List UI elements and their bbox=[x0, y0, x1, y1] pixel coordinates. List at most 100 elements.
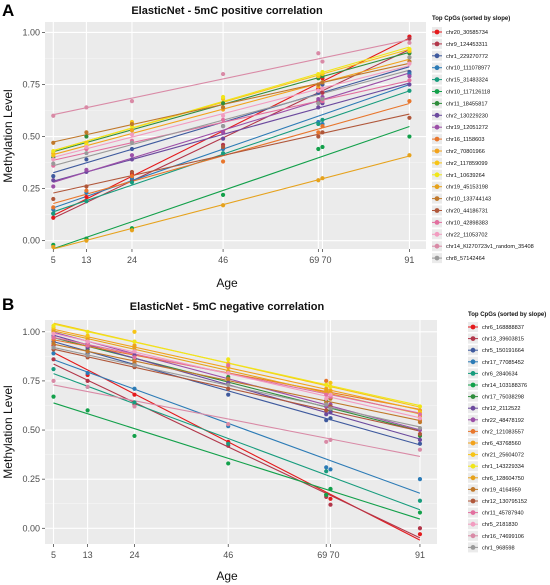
panel-b-legend-item: chr17_75038298 bbox=[468, 391, 524, 402]
panel-a-point-chr15_31483324 bbox=[220, 151, 226, 156]
panel-b-x-tick-label: 70 bbox=[329, 550, 339, 560]
panel-a-legend-label: chr19_12051272 bbox=[446, 125, 488, 131]
panel-b-legend-key-dot bbox=[470, 405, 476, 411]
panel-b-point-chr2_121083557 bbox=[324, 378, 329, 384]
panel-a-legend-item: chr20_44186731 bbox=[432, 205, 488, 216]
panel-b-regression-line-chr5_2181830 bbox=[53, 332, 421, 419]
panel-b-legend-key-dot bbox=[470, 521, 476, 527]
panel-a-point-chr16_1158603 bbox=[129, 174, 135, 179]
panel-b-legend-key-dot bbox=[470, 545, 476, 550]
panel-b-point-chr16_74699106 bbox=[85, 384, 90, 389]
panel-b-point-chr14_103188376 bbox=[226, 461, 231, 466]
panel-a-point-chr22_11053702 bbox=[51, 157, 56, 162]
panel-a-legend-label: chr20_30585734 bbox=[446, 30, 488, 36]
panel-b-legend-label: chr17_75038298 bbox=[482, 395, 524, 401]
panel-a-point-chr2_130229230 bbox=[129, 157, 135, 162]
panel-b-point-chr12_2112522 bbox=[417, 437, 423, 442]
panel-a-background bbox=[45, 22, 426, 249]
panel-a-point-chr20_44186731 bbox=[316, 134, 321, 139]
panel-b-legend-key-dot bbox=[470, 498, 476, 504]
panel-b-legend-item: chr6_43768560 bbox=[468, 438, 521, 448]
panel-a-point-chr10_133744143 bbox=[84, 130, 89, 135]
panel-a-regression-line-chr10_42898383 bbox=[53, 80, 410, 161]
panel-a-point-chr8_57142464 bbox=[129, 140, 135, 145]
panel-a-regression-line-chr2_70801966 bbox=[53, 58, 410, 156]
panel-a-x-tick-label: 69 bbox=[309, 255, 319, 265]
panel-a-point-chr8_57142464 bbox=[320, 96, 325, 102]
panel-b-x-tick-label: 13 bbox=[83, 550, 93, 560]
panel-b-point-chr21_25604072 bbox=[85, 333, 90, 338]
panel-a-legend-item: chr16_1158603 bbox=[432, 134, 484, 145]
panel-a-legend-item: chr1_10639264 bbox=[432, 169, 485, 180]
panel-a-point-chr22_11053702 bbox=[320, 86, 325, 91]
panel-b-regression-line-chr14_103188376 bbox=[53, 402, 421, 520]
panel-a-point-chr10_42898383 bbox=[220, 117, 226, 122]
panel-b-point-chr14_103188376 bbox=[324, 492, 329, 497]
panel-b-y-tick-label: 0.50 bbox=[22, 425, 40, 435]
panel-a-legend-item: chr2_130229230 bbox=[432, 110, 488, 121]
panel-a-legend-key-dot bbox=[434, 172, 440, 178]
panel-a-legend-key-dot bbox=[434, 220, 440, 225]
panel-a-point-chr14_KI270723v1_random_35408 bbox=[320, 59, 325, 64]
panel-a-legend-label: chr2_70801966 bbox=[446, 149, 485, 155]
panel-a-point-chr14_KI270723v1_random_35408 bbox=[407, 40, 412, 45]
panel-a-regression-line-chr10_117126118 bbox=[53, 126, 410, 250]
panel-a-point-chr10_133744143 bbox=[320, 80, 325, 85]
panel-a-point-chr22_11053702 bbox=[407, 61, 412, 66]
panel-a-point-chr14_KI270723v1_random_35408 bbox=[220, 71, 226, 77]
panel-a-point-chr15_31483324 bbox=[129, 180, 135, 185]
panel-a-point-chr22_11053702 bbox=[84, 144, 89, 150]
panel-a-plot: 0.00 0.25 0.50 0.75 1.00 5 13 24 46 69 70 91 bbox=[22, 22, 426, 265]
panel-a-data-points bbox=[51, 34, 412, 250]
panel-a-point-chr2_130229230 bbox=[316, 105, 321, 110]
panel-b-legend-item: chr14_103188376 bbox=[468, 380, 527, 390]
panel-b-background bbox=[45, 320, 437, 544]
panel-a-legend-label: chr10_42898383 bbox=[446, 220, 488, 226]
panel-a-legend-label: chr9_124453311 bbox=[446, 42, 488, 48]
panel-b-point-chr1_968598 bbox=[328, 406, 333, 411]
panel-a-point-chr19_45153198 bbox=[407, 153, 412, 158]
panel-a-point-chr14_KI270723v1_random_35408 bbox=[129, 99, 135, 104]
panel-a-point-chr1_10639264 bbox=[316, 71, 321, 77]
panel-a-point-chr15_31483324 bbox=[51, 211, 56, 216]
panel-b-point-chr1_968598 bbox=[417, 425, 423, 431]
panel-b-legend-item: chr12_130795152 bbox=[468, 496, 527, 506]
panel-b-legend-label: chr12_2112522 bbox=[482, 406, 520, 412]
panel-a-legend-key-dot bbox=[434, 136, 440, 142]
panel-b-legend-item: chr5_150191664 bbox=[468, 345, 524, 356]
panel-a-legend-key-dot bbox=[434, 231, 440, 237]
panel-b-data-points bbox=[51, 323, 423, 537]
panel-a-point-chr2_130229230 bbox=[51, 178, 56, 183]
panel-a-legend-key-dot bbox=[434, 65, 440, 71]
panel-a-legend-item: chr11_18455817 bbox=[432, 98, 488, 109]
panel-a-x-tick-label: 5 bbox=[51, 255, 56, 265]
panel-a-legend-key-dot bbox=[434, 29, 440, 35]
panel-b-point-chr6_2840634 bbox=[132, 400, 137, 405]
panel-b-point-chr19_4164959 bbox=[51, 341, 56, 346]
panel-a-legend-key-dot bbox=[434, 89, 440, 94]
panel-b-point-chr1_143229334 bbox=[324, 382, 329, 387]
panel-b-y-tick-label: 0.00 bbox=[22, 523, 40, 533]
panel-b-regression-line-chr13_39603815 bbox=[53, 363, 421, 539]
panel-b-legend-key-dot bbox=[470, 371, 476, 376]
panel-b-point-chr12_130795152 bbox=[226, 386, 231, 391]
panel-b-legend-item: chr21_25604072 bbox=[468, 449, 524, 460]
panel-b-point-chr14_103188376 bbox=[51, 394, 56, 399]
panel-a-x-tick-label: 24 bbox=[127, 255, 137, 265]
panel-b-legend-key-dot bbox=[470, 440, 476, 446]
panel-a-legend-item: chr2_70801966 bbox=[432, 146, 485, 156]
panel-b-point-chr17_77085452 bbox=[51, 351, 56, 356]
panel-b-legend-item: chr1_143229334 bbox=[468, 461, 524, 472]
panel-a-point-chr8_57142464 bbox=[51, 161, 56, 166]
panel-a-point-chr8_57142464 bbox=[407, 55, 412, 60]
panel-a-point-chr16_1158603 bbox=[220, 159, 226, 164]
panel-a-point-chr22_11053702 bbox=[316, 88, 321, 93]
panel-a-point-chr16_1158603 bbox=[51, 205, 56, 210]
panel-b-point-chr11_45787940 bbox=[226, 363, 231, 368]
panel-a-legend-label: chr14_KI270723v1_random_35408 bbox=[446, 244, 534, 250]
panel-b-legend-label: chr2_121083557 bbox=[482, 429, 524, 435]
panel-b-point-chr5_2181830 bbox=[226, 370, 231, 376]
panel-a-point-chr19_12051272 bbox=[220, 130, 226, 135]
panel-a-legend-label: chr10_117126118 bbox=[446, 90, 490, 96]
panel-b-point-chr6_2840634 bbox=[417, 498, 423, 503]
